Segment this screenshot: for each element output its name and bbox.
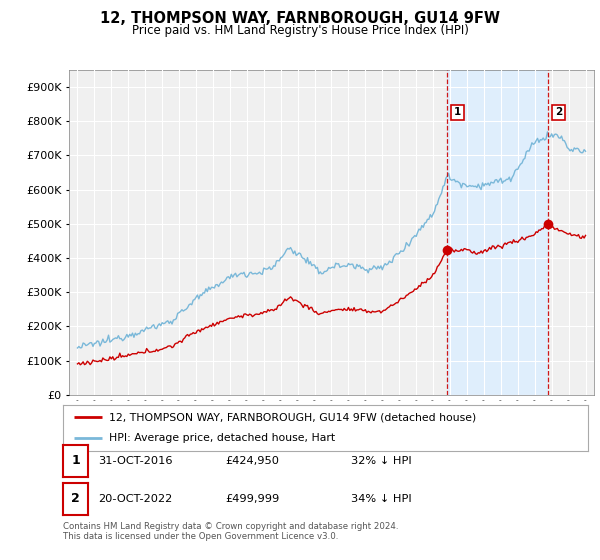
Text: 12, THOMPSON WAY, FARNBOROUGH, GU14 9FW (detached house): 12, THOMPSON WAY, FARNBOROUGH, GU14 9FW … [109,412,476,422]
Text: £499,999: £499,999 [225,494,279,504]
Text: 2: 2 [71,492,80,506]
Text: 2004: 2004 [226,411,235,434]
Text: HPI: Average price, detached house, Hart: HPI: Average price, detached house, Hart [109,433,335,444]
Text: 2017: 2017 [446,411,455,434]
Text: 2012: 2012 [361,411,370,434]
Text: 1: 1 [71,454,80,468]
Text: 2021: 2021 [513,411,522,434]
Text: 2018: 2018 [463,411,472,434]
Text: 2006: 2006 [259,411,268,434]
Text: 2013: 2013 [378,411,387,434]
Text: 2025: 2025 [581,411,590,434]
Text: 2014: 2014 [395,411,404,434]
Text: 20-OCT-2022: 20-OCT-2022 [98,494,172,504]
Text: 1997: 1997 [107,411,116,434]
Text: 2024: 2024 [564,411,573,433]
Text: Contains HM Land Registry data © Crown copyright and database right 2024.
This d: Contains HM Land Registry data © Crown c… [63,522,398,542]
Text: 2002: 2002 [191,411,200,434]
Text: 1996: 1996 [90,411,99,434]
Text: 2009: 2009 [310,411,319,434]
Text: 1995: 1995 [73,411,82,434]
Text: 1998: 1998 [124,411,133,434]
Bar [447,70,548,395]
Text: 2016: 2016 [428,411,437,434]
Text: 2023: 2023 [547,411,556,434]
Text: 2003: 2003 [208,411,217,434]
Text: 32% ↓ HPI: 32% ↓ HPI [351,456,412,466]
Text: 2010: 2010 [327,411,336,434]
Text: 2022: 2022 [530,411,539,433]
Text: 1999: 1999 [141,411,150,434]
Text: 31-OCT-2016: 31-OCT-2016 [98,456,172,466]
Text: 34% ↓ HPI: 34% ↓ HPI [351,494,412,504]
Text: 2011: 2011 [344,411,353,434]
Text: 2015: 2015 [412,411,421,434]
Text: 2020: 2020 [496,411,505,434]
Text: 2001: 2001 [175,411,184,434]
Text: 2019: 2019 [479,411,488,434]
Text: 2000: 2000 [158,411,167,434]
Text: Price paid vs. HM Land Registry's House Price Index (HPI): Price paid vs. HM Land Registry's House … [131,24,469,36]
Text: 12, THOMPSON WAY, FARNBOROUGH, GU14 9FW: 12, THOMPSON WAY, FARNBOROUGH, GU14 9FW [100,11,500,26]
Text: £424,950: £424,950 [225,456,279,466]
Text: 2005: 2005 [242,411,251,434]
Text: 2008: 2008 [293,411,302,434]
Text: 2007: 2007 [276,411,285,434]
Text: 1: 1 [454,107,461,117]
Text: 2: 2 [555,107,562,117]
